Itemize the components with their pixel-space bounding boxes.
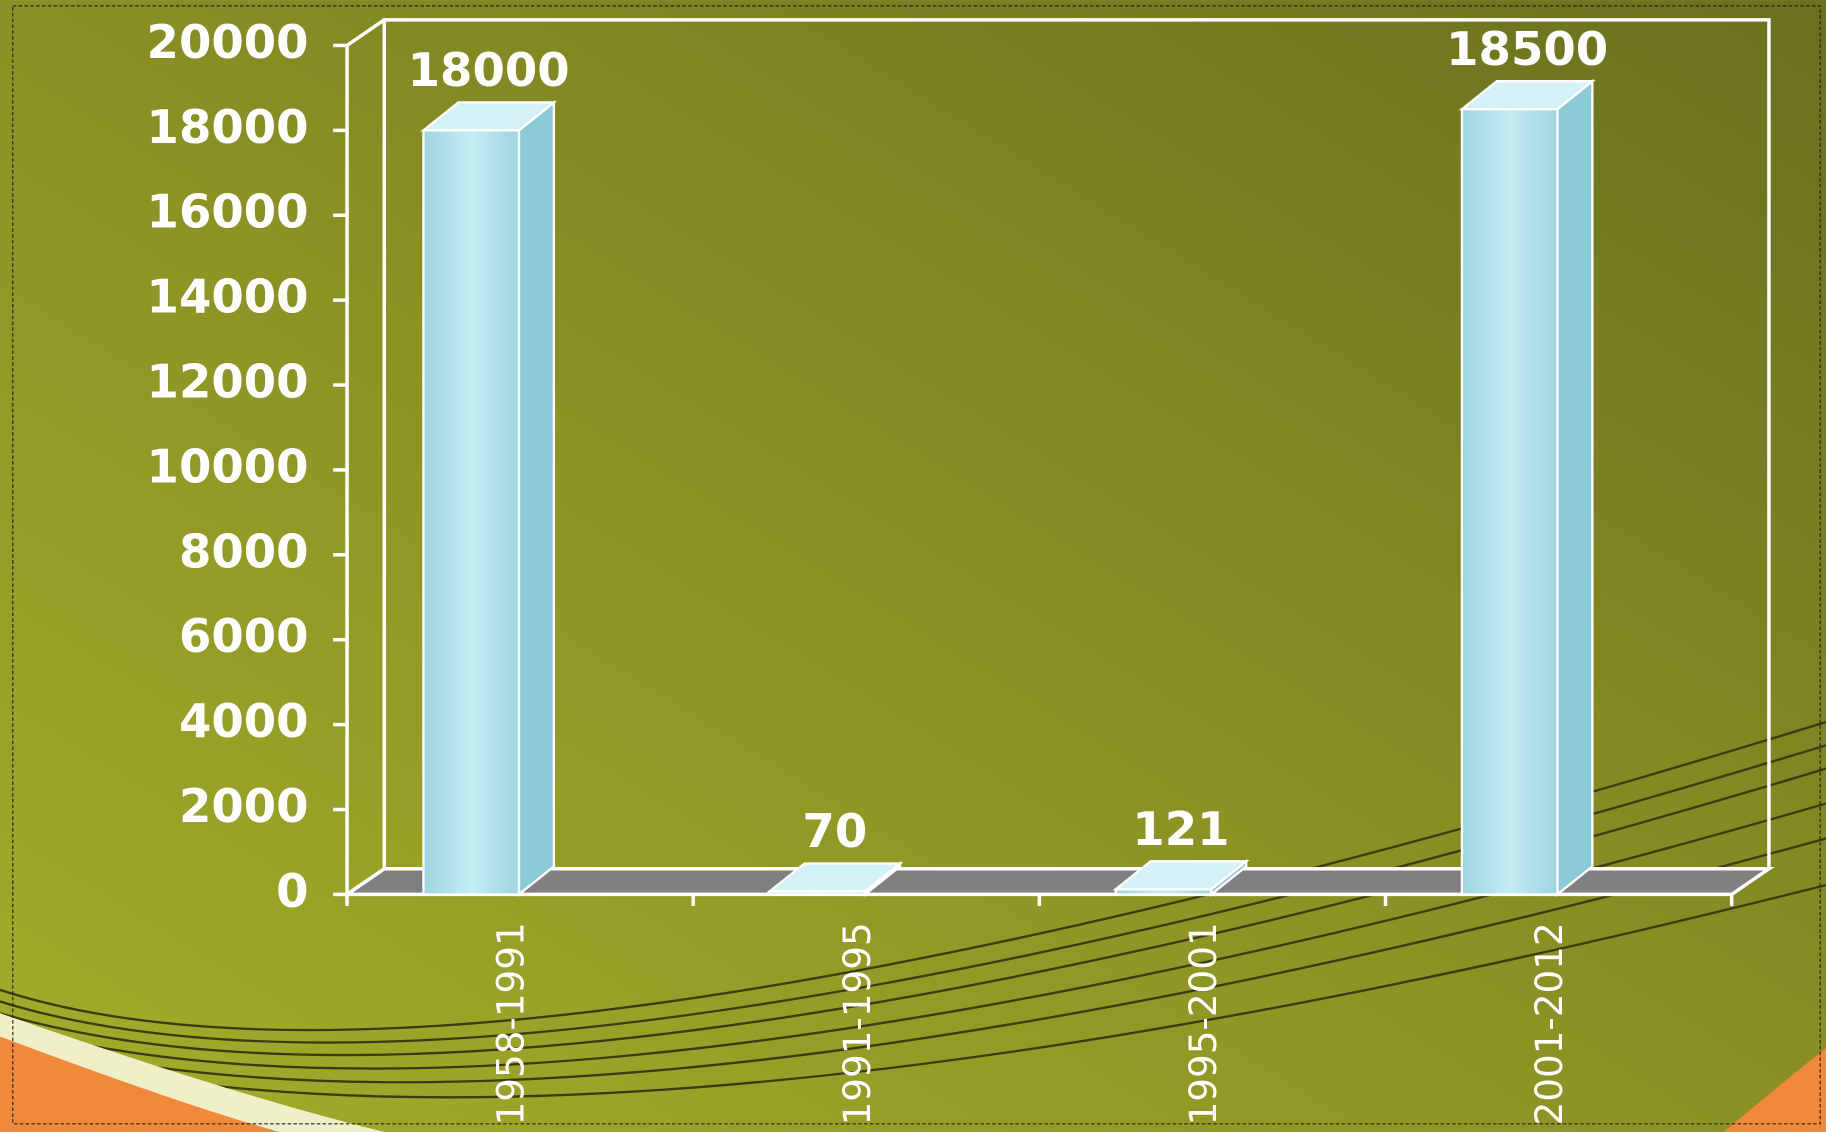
- frame: [12, 5, 1821, 1125]
- bar-top: [1112, 860, 1250, 891]
- plot: 0 2000 4000 6000 8000 10000 12000 14000 16000 180…: [147, 15, 1775, 1125]
- x-tick-label: 1995-2001: [1181, 922, 1225, 1125]
- decoration: [0, 720, 1826, 1099]
- x-tick-label: 1991-1995: [835, 922, 879, 1125]
- value-label: 18500: [1446, 22, 1608, 76]
- floor: [341, 867, 1775, 897]
- y-tick-label: 10000: [147, 439, 309, 493]
- bar-side: [1556, 78, 1594, 897]
- y-tick-label: 6000: [179, 609, 309, 663]
- bar-top: [1458, 80, 1596, 111]
- y-tick-label: 0: [276, 864, 308, 918]
- y-tick-label: 16000: [147, 185, 309, 239]
- y-tick-label: 20000: [147, 15, 309, 69]
- bar-side: [517, 99, 556, 897]
- bar-top: [420, 101, 558, 132]
- value-label: 121: [1132, 802, 1229, 856]
- bar: [422, 129, 521, 896]
- side-wall-edge: [346, 18, 386, 47]
- bar: [1460, 107, 1559, 896]
- x-tick-label: 1958-1991: [489, 922, 533, 1125]
- decoration: [0, 1036, 280, 1132]
- value-label: 18000: [408, 43, 570, 97]
- y-tick-label: 18000: [147, 100, 309, 154]
- decoration: [1723, 1048, 1826, 1132]
- value-label: 70: [802, 804, 867, 858]
- bar-top: [766, 862, 904, 893]
- y-tick-label: 4000: [179, 694, 309, 748]
- x-tick-label: 2001-2012: [1527, 922, 1571, 1125]
- y-tick-label: 8000: [179, 524, 309, 578]
- y-tick-label: 12000: [147, 355, 309, 409]
- y-tick-label: 2000: [179, 779, 309, 833]
- y-tick-label: 14000: [147, 270, 309, 324]
